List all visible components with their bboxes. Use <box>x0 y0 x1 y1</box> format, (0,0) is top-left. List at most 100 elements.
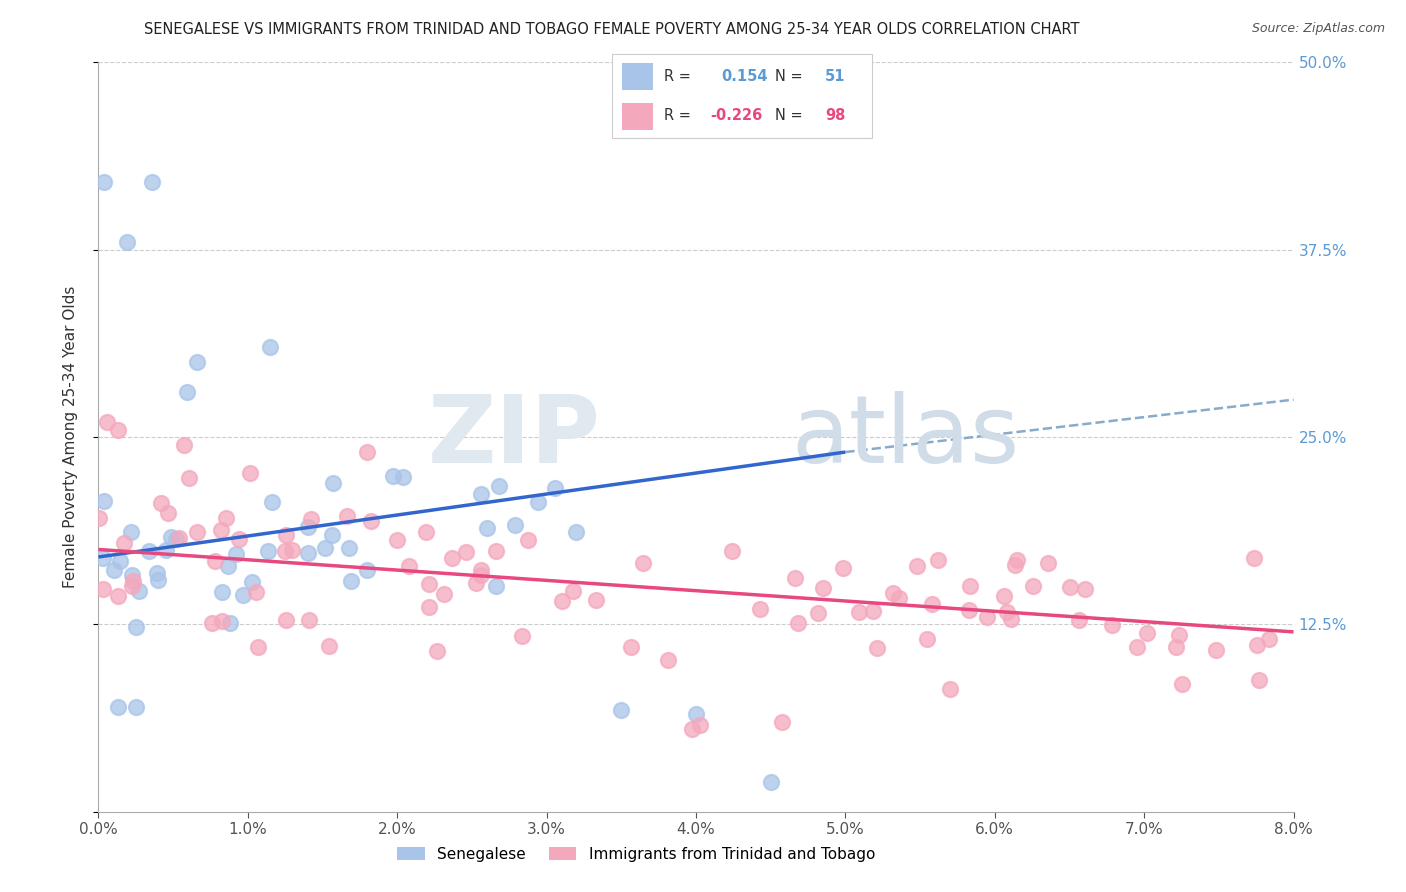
Point <box>297 546 319 560</box>
Point <box>232 588 254 602</box>
Point <box>749 601 772 615</box>
Point <box>415 525 437 540</box>
Point <box>959 579 981 593</box>
Point <box>240 575 263 590</box>
Point <box>96 415 118 429</box>
Point <box>141 175 163 189</box>
Point <box>381 468 404 483</box>
Point <box>120 524 142 539</box>
Point <box>1247 673 1270 688</box>
Point <box>995 605 1018 619</box>
Text: SENEGALESE VS IMMIGRANTS FROM TRINIDAD AND TOBAGO FEMALE POVERTY AMONG 25-34 YEA: SENEGALESE VS IMMIGRANTS FROM TRINIDAD A… <box>143 22 1080 37</box>
Point <box>204 554 226 568</box>
Point <box>228 533 250 547</box>
Text: -0.226: -0.226 <box>710 108 762 123</box>
Point <box>811 581 834 595</box>
Point <box>785 572 807 586</box>
Point <box>485 579 508 593</box>
Point <box>488 479 510 493</box>
Text: N =: N = <box>776 108 803 123</box>
Point <box>921 597 943 611</box>
Point <box>938 681 960 696</box>
Point <box>889 591 911 606</box>
Point <box>314 541 336 556</box>
Point <box>470 563 492 577</box>
Point <box>551 593 574 607</box>
Point <box>186 355 208 369</box>
Point <box>1067 614 1090 628</box>
Point <box>1171 677 1194 691</box>
FancyBboxPatch shape <box>621 103 654 130</box>
Point <box>503 517 526 532</box>
Point <box>620 640 643 655</box>
Point <box>156 506 179 520</box>
Point <box>160 530 183 544</box>
Point <box>297 519 319 533</box>
Point <box>927 553 949 567</box>
Point <box>470 487 492 501</box>
Point <box>562 584 585 599</box>
Point <box>145 566 167 580</box>
Point <box>440 551 463 566</box>
Point <box>322 476 344 491</box>
Point <box>1164 640 1187 654</box>
Point <box>245 585 267 599</box>
Point <box>262 495 284 509</box>
Point <box>398 559 420 574</box>
Point <box>1168 628 1191 642</box>
Point <box>246 640 269 654</box>
Point <box>165 533 187 547</box>
Point <box>1022 579 1045 593</box>
Point <box>1243 550 1265 565</box>
Point <box>108 554 131 568</box>
Point <box>585 592 607 607</box>
Point <box>1101 618 1123 632</box>
Point <box>318 639 340 653</box>
Point <box>155 542 177 557</box>
Point <box>299 512 322 526</box>
Point <box>112 536 135 550</box>
Text: R =: R = <box>664 69 690 84</box>
Point <box>259 340 281 354</box>
Point <box>107 423 129 437</box>
Point <box>211 614 233 628</box>
Text: 0.154: 0.154 <box>721 69 768 84</box>
Point <box>121 579 143 593</box>
Point <box>93 175 115 189</box>
Point <box>125 699 148 714</box>
Text: ZIP: ZIP <box>427 391 600 483</box>
Point <box>1059 580 1081 594</box>
Point <box>721 544 744 558</box>
Point <box>418 599 440 614</box>
Point <box>1125 640 1147 654</box>
Point <box>786 616 808 631</box>
Point <box>121 568 143 582</box>
FancyBboxPatch shape <box>612 54 872 138</box>
Point <box>862 604 884 618</box>
Point <box>125 620 148 634</box>
Point <box>298 613 321 627</box>
Point <box>882 586 904 600</box>
Point <box>456 545 478 559</box>
Point <box>274 544 297 558</box>
Point <box>121 574 143 588</box>
Point <box>1074 582 1097 596</box>
Point <box>209 523 232 537</box>
Text: 51: 51 <box>825 69 845 84</box>
Point <box>770 714 793 729</box>
Point <box>211 585 233 599</box>
Point <box>544 481 567 495</box>
Point <box>831 560 853 574</box>
Point <box>464 576 486 591</box>
Point <box>128 583 150 598</box>
Legend: Senegalese, Immigrants from Trinidad and Tobago: Senegalese, Immigrants from Trinidad and… <box>391 840 882 868</box>
Point <box>103 564 125 578</box>
Point <box>225 548 247 562</box>
Point <box>186 524 208 539</box>
Point <box>433 587 456 601</box>
Point <box>337 541 360 555</box>
Point <box>179 471 201 485</box>
Point <box>475 521 498 535</box>
Point <box>89 510 111 524</box>
Point <box>1136 625 1159 640</box>
